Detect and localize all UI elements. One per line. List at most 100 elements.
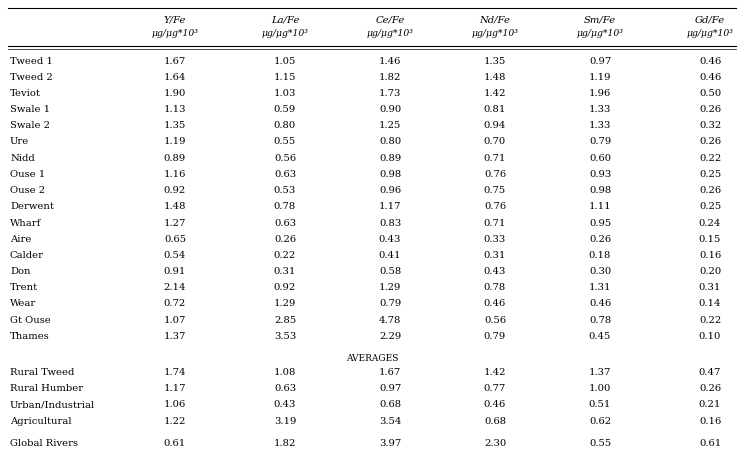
Text: 0.79: 0.79 [484, 332, 506, 341]
Text: Ouse 1: Ouse 1 [10, 170, 45, 179]
Text: 0.65: 0.65 [164, 235, 186, 244]
Text: 0.31: 0.31 [274, 267, 296, 276]
Text: 0.62: 0.62 [589, 416, 611, 425]
Text: 0.26: 0.26 [274, 235, 296, 244]
Text: 0.50: 0.50 [699, 89, 721, 98]
Text: 1.22: 1.22 [164, 416, 186, 425]
Text: 0.43: 0.43 [484, 267, 506, 276]
Text: Ure: Ure [10, 138, 29, 147]
Text: 1.67: 1.67 [164, 56, 186, 65]
Text: 0.76: 0.76 [484, 170, 506, 179]
Text: 0.78: 0.78 [484, 283, 506, 292]
Text: 0.22: 0.22 [699, 154, 721, 163]
Text: 1.06: 1.06 [164, 400, 186, 410]
Text: 0.83: 0.83 [379, 218, 401, 227]
Text: 0.63: 0.63 [274, 218, 296, 227]
Text: 0.55: 0.55 [274, 138, 296, 147]
Text: 0.56: 0.56 [484, 316, 506, 325]
Text: 1.74: 1.74 [164, 368, 186, 377]
Text: 3.19: 3.19 [274, 416, 296, 425]
Text: Ce/Fe: Ce/Fe [376, 15, 405, 25]
Text: 0.51: 0.51 [589, 400, 611, 410]
Text: Global Rivers: Global Rivers [10, 439, 78, 448]
Text: 1.17: 1.17 [379, 202, 401, 211]
Text: 1.19: 1.19 [164, 138, 186, 147]
Text: 1.48: 1.48 [484, 73, 506, 82]
Text: μg/μg*10³: μg/μg*10³ [152, 30, 199, 39]
Text: Nidd: Nidd [10, 154, 35, 163]
Text: 0.59: 0.59 [274, 105, 296, 114]
Text: 1.42: 1.42 [484, 368, 506, 377]
Text: 0.47: 0.47 [699, 368, 721, 377]
Text: 0.14: 0.14 [699, 300, 721, 309]
Text: 1.07: 1.07 [164, 316, 186, 325]
Text: Swale 2: Swale 2 [10, 121, 50, 130]
Text: 0.72: 0.72 [164, 300, 186, 309]
Text: 0.45: 0.45 [589, 332, 611, 341]
Text: 0.24: 0.24 [699, 218, 721, 227]
Text: 1.33: 1.33 [589, 121, 611, 130]
Text: μg/μg*10³: μg/μg*10³ [577, 30, 623, 39]
Text: Gd/Fe: Gd/Fe [695, 15, 725, 25]
Text: 0.46: 0.46 [589, 300, 611, 309]
Text: 1.13: 1.13 [164, 105, 186, 114]
Text: 1.35: 1.35 [164, 121, 186, 130]
Text: 0.79: 0.79 [589, 138, 611, 147]
Text: 1.73: 1.73 [379, 89, 401, 98]
Text: 4.78: 4.78 [379, 316, 401, 325]
Text: 0.77: 0.77 [484, 384, 506, 393]
Text: μg/μg*10³: μg/μg*10³ [261, 30, 309, 39]
Text: 1.11: 1.11 [589, 202, 612, 211]
Text: 1.82: 1.82 [379, 73, 401, 82]
Text: Urban/Industrial: Urban/Industrial [10, 400, 95, 410]
Text: Agricultural: Agricultural [10, 416, 71, 425]
Text: μg/μg*10³: μg/μg*10³ [687, 30, 734, 39]
Text: 1.48: 1.48 [164, 202, 186, 211]
Text: 0.16: 0.16 [699, 416, 721, 425]
Text: 1.33: 1.33 [589, 105, 611, 114]
Text: 0.53: 0.53 [274, 186, 296, 195]
Text: 0.96: 0.96 [379, 186, 401, 195]
Text: 1.29: 1.29 [379, 283, 401, 292]
Text: 0.26: 0.26 [699, 186, 721, 195]
Text: Rural Tweed: Rural Tweed [10, 368, 74, 377]
Text: 1.42: 1.42 [484, 89, 506, 98]
Text: 1.31: 1.31 [589, 283, 612, 292]
Text: Derwent: Derwent [10, 202, 54, 211]
Text: 1.29: 1.29 [274, 300, 296, 309]
Text: 1.25: 1.25 [379, 121, 401, 130]
Text: Tweed 1: Tweed 1 [10, 56, 53, 65]
Text: 0.58: 0.58 [379, 267, 401, 276]
Text: 0.68: 0.68 [484, 416, 506, 425]
Text: 0.71: 0.71 [484, 154, 506, 163]
Text: Aire: Aire [10, 235, 31, 244]
Text: Swale 1: Swale 1 [10, 105, 50, 114]
Text: Nd/Fe: Nd/Fe [480, 15, 510, 25]
Text: 1.03: 1.03 [274, 89, 296, 98]
Text: Teviot: Teviot [10, 89, 41, 98]
Text: 1.15: 1.15 [274, 73, 296, 82]
Text: Calder: Calder [10, 251, 44, 260]
Text: 0.46: 0.46 [699, 73, 721, 82]
Text: 0.41: 0.41 [379, 251, 401, 260]
Text: 1.16: 1.16 [164, 170, 186, 179]
Text: 3.54: 3.54 [379, 416, 401, 425]
Text: 0.10: 0.10 [699, 332, 721, 341]
Text: 0.79: 0.79 [379, 300, 401, 309]
Text: 0.61: 0.61 [699, 439, 721, 448]
Text: 1.19: 1.19 [589, 73, 612, 82]
Text: 0.31: 0.31 [699, 283, 721, 292]
Text: 0.61: 0.61 [164, 439, 186, 448]
Text: 0.55: 0.55 [589, 439, 611, 448]
Text: 0.26: 0.26 [699, 138, 721, 147]
Text: 1.05: 1.05 [274, 56, 296, 65]
Text: Trent: Trent [10, 283, 38, 292]
Text: 0.26: 0.26 [589, 235, 611, 244]
Text: 0.25: 0.25 [699, 202, 721, 211]
Text: 0.46: 0.46 [484, 400, 506, 410]
Text: La/Fe: La/Fe [271, 15, 299, 25]
Text: 0.71: 0.71 [484, 218, 506, 227]
Text: μg/μg*10³: μg/μg*10³ [367, 30, 414, 39]
Text: 0.31: 0.31 [484, 251, 506, 260]
Text: 0.80: 0.80 [274, 121, 296, 130]
